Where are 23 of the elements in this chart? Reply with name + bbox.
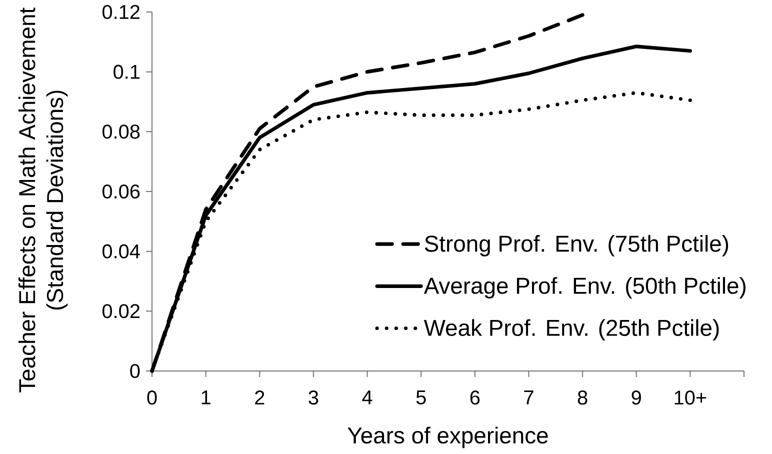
x-tick-label: 1	[202, 390, 210, 404]
x-tick-label: 2	[255, 390, 264, 404]
x-tick-label: 6	[470, 390, 480, 405]
y-tick-label: 0.08	[102, 124, 140, 139]
x-tick-label: 4	[362, 390, 372, 404]
y-tick-label: 0.12	[102, 4, 140, 20]
x-tick-label: 9	[632, 390, 641, 405]
y-tick-label: 0.02	[102, 304, 140, 318]
y-tick-label: 0.04	[102, 244, 140, 258]
y-tick-label: 0	[130, 364, 140, 378]
y-tick-label: 0.06	[102, 184, 140, 199]
legend-label: Weak Prof. Env. (25th Pctile)	[424, 319, 719, 341]
x-tick-label: 5	[416, 390, 426, 404]
x-axis-title: Years of experience	[348, 426, 548, 448]
x-tick-label: 0	[147, 390, 157, 405]
legend-label: Strong Prof. Env. (75th Pctile)	[424, 234, 728, 256]
legend-label: Average Prof. Env. (50th Pctile)	[424, 277, 746, 298]
x-tick-label: 10+	[674, 390, 706, 405]
x-tick-label: 3	[308, 390, 318, 405]
x-tick-label: 8	[578, 390, 588, 405]
x-tick-label: 7	[524, 390, 534, 404]
y-axis-title: Teacher Effects on Math Achievement (Standard Deviations)	[18, 8, 68, 392]
y-tick-label: 0.1	[114, 64, 140, 79]
